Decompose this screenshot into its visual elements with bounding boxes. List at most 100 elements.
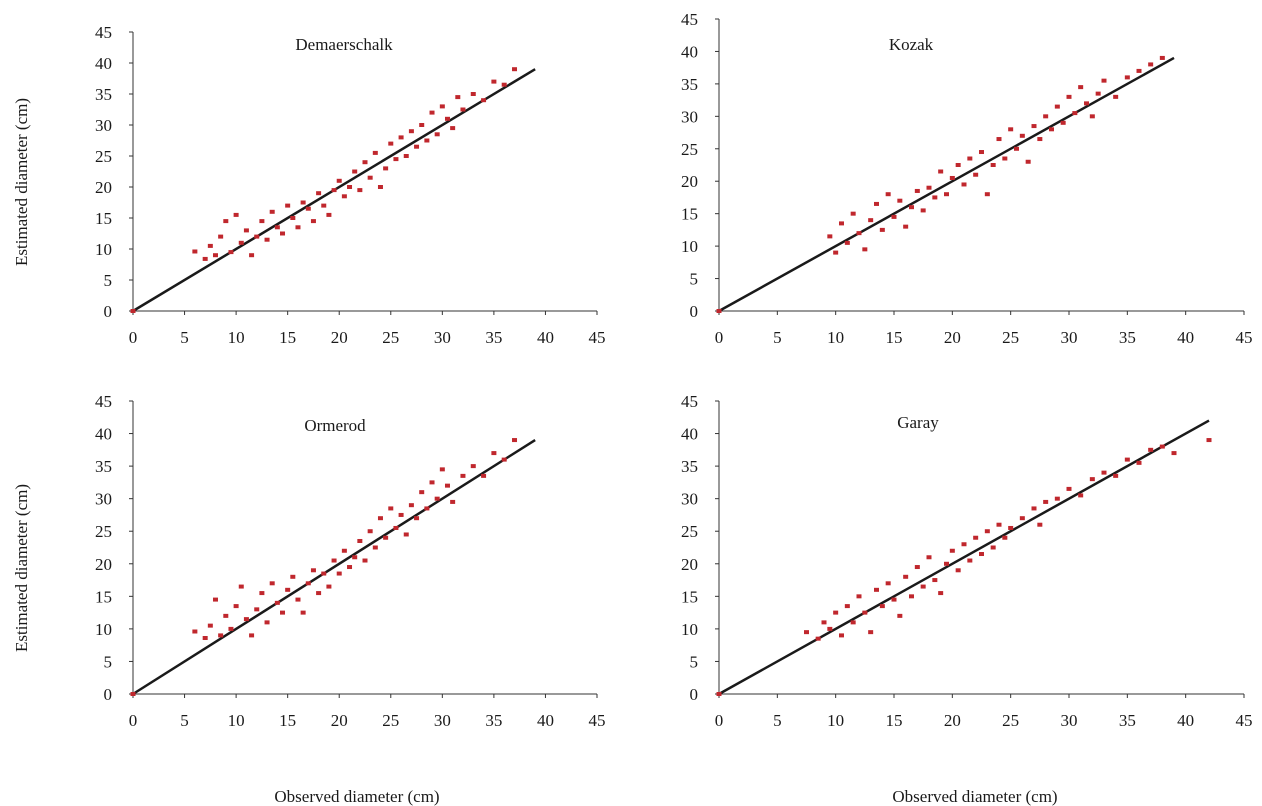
data-point — [264, 620, 270, 625]
y-tick-label: 5 — [104, 652, 113, 671]
data-point — [254, 234, 260, 239]
data-point — [1124, 75, 1130, 80]
y-tick-label: 0 — [104, 302, 113, 321]
y-tick-label: 20 — [95, 555, 112, 574]
data-point — [815, 636, 821, 641]
data-point — [1066, 94, 1072, 99]
data-point — [961, 182, 967, 187]
data-point — [414, 516, 420, 521]
data-point — [408, 503, 414, 508]
data-point — [228, 626, 234, 631]
data-point — [1054, 496, 1060, 501]
data-point — [450, 126, 456, 131]
data-point — [192, 249, 198, 254]
panel-ormerod: Ormerod 0 5 10 15 20 25 30 35 40 45 0 5 10 15 20 25 30 35… — [95, 392, 606, 730]
data-point — [879, 604, 885, 609]
data-point — [1002, 535, 1008, 540]
data-point — [1019, 133, 1025, 138]
data-point — [967, 558, 973, 563]
data-point — [914, 565, 920, 570]
data-point — [372, 545, 378, 550]
data-point — [891, 597, 897, 602]
data-point — [874, 201, 879, 206]
y-tick-label: 20 — [95, 178, 112, 197]
data-point — [444, 116, 450, 121]
data-point — [1025, 159, 1031, 164]
x-tick-label: 40 — [537, 711, 554, 730]
data-point — [1014, 146, 1019, 151]
data-point — [839, 633, 844, 638]
data-point — [1089, 477, 1095, 482]
y-tick-label: 25 — [95, 522, 112, 541]
data-point — [377, 185, 383, 189]
data-point — [1078, 85, 1084, 90]
data-point — [460, 473, 466, 478]
data-point — [1060, 120, 1066, 125]
data-point — [460, 107, 466, 112]
data-point — [850, 620, 856, 625]
x-tick-label: 15 — [886, 328, 903, 347]
x-tick-label: 20 — [944, 711, 961, 730]
data-point — [920, 584, 926, 589]
x-tick-label: 0 — [129, 711, 138, 730]
data-point — [932, 195, 938, 200]
data-point — [827, 626, 833, 631]
x-tick-label: 40 — [1177, 711, 1194, 730]
data-point — [1078, 493, 1084, 498]
data-point — [1159, 55, 1165, 60]
data-point — [470, 464, 476, 469]
chart-title: Kozak — [889, 35, 934, 54]
data-point — [1031, 506, 1037, 511]
x-tick-label: 40 — [1177, 328, 1194, 347]
data-point — [501, 457, 507, 462]
y-tick-label: 30 — [95, 490, 112, 509]
y-tick-label: 10 — [681, 237, 698, 256]
data-point — [207, 623, 213, 628]
x-tick-label: 45 — [589, 328, 606, 347]
data-point — [228, 250, 234, 255]
data-point — [243, 228, 249, 233]
fit-line — [132, 439, 536, 696]
x-tick-label: 5 — [773, 711, 782, 730]
data-point — [352, 555, 358, 560]
data-point — [300, 610, 306, 615]
y-tick-label: 30 — [681, 107, 698, 126]
data-point — [949, 548, 955, 553]
data-point — [362, 558, 368, 563]
data-point — [212, 597, 218, 602]
data-point — [990, 163, 996, 167]
data-point — [955, 163, 961, 167]
data-point — [424, 506, 430, 511]
y-axis-label: Estimated diameter (cm) — [12, 98, 31, 266]
data-point — [130, 692, 136, 696]
x-axis-label: Observed diameter (cm) — [274, 787, 439, 806]
data-point — [1043, 499, 1049, 504]
data-point — [984, 192, 990, 197]
data-point — [909, 594, 914, 599]
y-tick-label: 20 — [681, 555, 698, 574]
panel-kozak: Kozak 0 5 10 15 20 25 30 35 40 45 0 5 10 15 20 25 30 35 40… — [681, 10, 1253, 347]
data-point — [868, 218, 874, 223]
data-point — [233, 604, 239, 609]
x-tick-label: 5 — [180, 328, 189, 347]
data-point — [331, 558, 337, 563]
x-tick-label: 0 — [129, 328, 138, 347]
data-point — [285, 587, 291, 592]
data-point — [274, 225, 280, 230]
data-point — [938, 169, 944, 174]
data-point — [897, 198, 903, 203]
data-point — [862, 247, 868, 252]
data-point — [979, 552, 984, 557]
x-tick-label: 20 — [331, 711, 348, 730]
x-tick-label: 20 — [944, 328, 961, 347]
data-point — [716, 692, 722, 696]
data-point — [331, 188, 337, 193]
data-point — [424, 138, 430, 143]
data-point — [218, 633, 224, 638]
data-point — [388, 141, 394, 146]
data-point — [944, 192, 949, 197]
data-point — [393, 157, 399, 162]
data-point — [862, 610, 868, 615]
data-point — [1008, 525, 1014, 530]
data-point — [388, 506, 394, 511]
